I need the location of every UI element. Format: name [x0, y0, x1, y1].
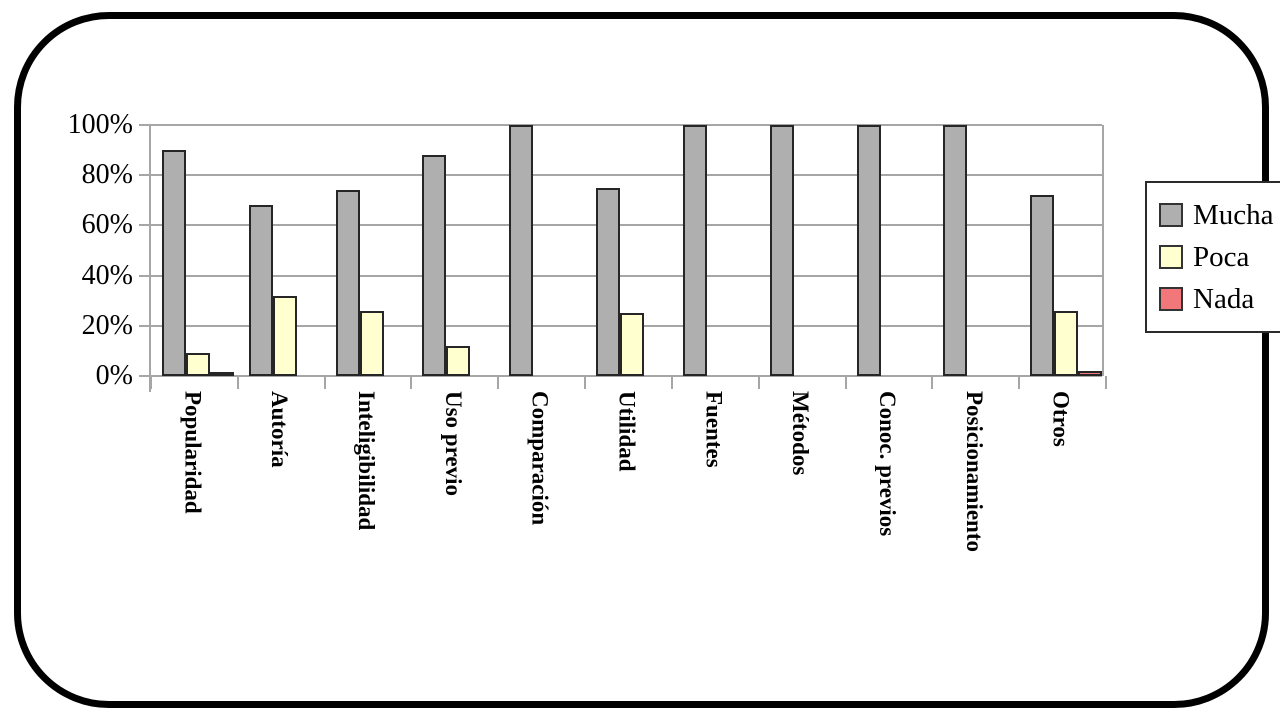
- y-axis-tick: [139, 375, 151, 377]
- legend-swatch: [1159, 203, 1183, 227]
- legend-swatch: [1159, 287, 1183, 311]
- legend-label: Nada: [1193, 283, 1255, 315]
- bar-group: [151, 125, 238, 376]
- bar-poca: [359, 310, 384, 376]
- x-axis-tick: [236, 376, 239, 389]
- bar-group: [585, 125, 672, 376]
- x-axis-tick: [844, 376, 847, 389]
- x-axis-tick: [1105, 376, 1107, 389]
- bar-mucha: [769, 125, 794, 376]
- bar-nada: [210, 372, 234, 376]
- bar-mucha: [335, 190, 360, 376]
- bar-group: [411, 125, 498, 376]
- y-tick-label: 100%: [67, 109, 133, 140]
- bar-group: [238, 125, 325, 376]
- y-tick-label: 60%: [81, 209, 133, 241]
- y-axis-labels: 100% 80% 60% 40% 20% 0%: [41, 109, 133, 391]
- y-tick-label: 40%: [81, 259, 133, 291]
- gridline: [151, 124, 1102, 126]
- x-axis-tick: [584, 376, 587, 389]
- x-category-label: Otros: [1048, 391, 1074, 447]
- x-category-cell: Inteligibilidad: [323, 391, 410, 530]
- bar-mucha: [1030, 195, 1055, 376]
- y-axis-tick: [139, 124, 151, 126]
- gridline: [151, 224, 1102, 227]
- legend-item: Poca: [1159, 242, 1280, 272]
- x-axis-tick: [497, 376, 500, 389]
- bar-mucha: [162, 150, 186, 376]
- x-axis-tick: [1018, 376, 1021, 389]
- bar-mucha: [248, 205, 273, 376]
- x-axis-tick: [931, 376, 934, 389]
- plot-area: [139, 124, 1107, 392]
- legend-label: Poca: [1193, 241, 1250, 273]
- bar-mucha: [682, 125, 707, 376]
- legend-item: Mucha: [1159, 200, 1280, 230]
- y-tick-label: 0%: [95, 360, 133, 391]
- y-axis-tick: [139, 224, 151, 227]
- x-category-cell: Popularidad: [149, 391, 236, 514]
- x-category-cell: Conoc. previos: [844, 391, 931, 536]
- y-axis-tick: [139, 324, 151, 327]
- legend-swatch: [1159, 245, 1183, 269]
- x-axis-tick: [323, 376, 326, 389]
- x-category-label: Métodos: [788, 391, 814, 476]
- x-axis-labels: Popularidad Autoría Inteligibilidad Uso pre…: [149, 391, 1104, 651]
- x-category-cell: Posicionamiento: [930, 391, 1017, 552]
- bar-group: [672, 125, 759, 376]
- bar-nada: [1078, 370, 1103, 376]
- y-axis-tick: [139, 274, 151, 277]
- legend: Mucha Poca Nada: [1145, 181, 1280, 333]
- x-category-label: Comparación: [527, 391, 553, 526]
- bar-poca: [620, 313, 645, 376]
- legend-item: Nada: [1159, 284, 1280, 314]
- gridline: [151, 375, 1102, 377]
- y-tick-label: 20%: [81, 309, 133, 341]
- bar-mucha: [422, 155, 447, 376]
- bar-poca: [186, 353, 210, 376]
- x-category-label: Uso previo: [440, 391, 466, 496]
- x-category-cell: Comparación: [496, 391, 583, 525]
- x-category-cell: Uso previo: [409, 391, 496, 496]
- x-category-label: Posicionamiento: [961, 391, 987, 552]
- legend-label: Mucha: [1193, 199, 1274, 231]
- x-category-label: Utilidad: [614, 391, 640, 472]
- x-axis-tick: [670, 376, 673, 389]
- bar-poca: [1054, 310, 1079, 376]
- bar-group: [325, 125, 412, 376]
- gridline: [151, 174, 1102, 177]
- x-category-cell: Utilidad: [583, 391, 670, 472]
- x-axis-tick: [757, 376, 760, 389]
- bar-group: [932, 125, 1019, 376]
- bar-group: [498, 125, 585, 376]
- bar-group: [759, 125, 846, 376]
- gridline: [151, 274, 1102, 277]
- x-category-label: Conoc. previos: [874, 391, 900, 537]
- y-axis-tick: [139, 174, 151, 177]
- x-axis-tick: [150, 376, 152, 389]
- bar-poca: [446, 345, 471, 376]
- rounded-frame: 100% 80% 60% 40% 20% 0% Popularidad Autoría Int…: [14, 12, 1280, 708]
- x-category-label: Popularidad: [180, 391, 206, 514]
- bar-mucha: [596, 187, 621, 376]
- x-category-label: Inteligibilidad: [354, 391, 380, 531]
- x-category-cell: Otros: [1017, 391, 1104, 447]
- x-category-cell: Métodos: [757, 391, 844, 475]
- bar-mucha: [509, 125, 534, 376]
- x-category-label: Autoría: [267, 391, 293, 468]
- x-category-cell: Autoría: [236, 391, 323, 468]
- x-category-cell: Fuentes: [670, 391, 757, 468]
- bar-mucha: [856, 125, 881, 376]
- y-tick-label: 80%: [81, 159, 133, 191]
- bar-poca: [272, 295, 297, 376]
- bar-group: [1019, 125, 1106, 376]
- bar-group: [846, 125, 933, 376]
- x-category-label: Fuentes: [701, 391, 727, 468]
- bar-mucha: [943, 125, 968, 376]
- x-axis-tick: [410, 376, 413, 389]
